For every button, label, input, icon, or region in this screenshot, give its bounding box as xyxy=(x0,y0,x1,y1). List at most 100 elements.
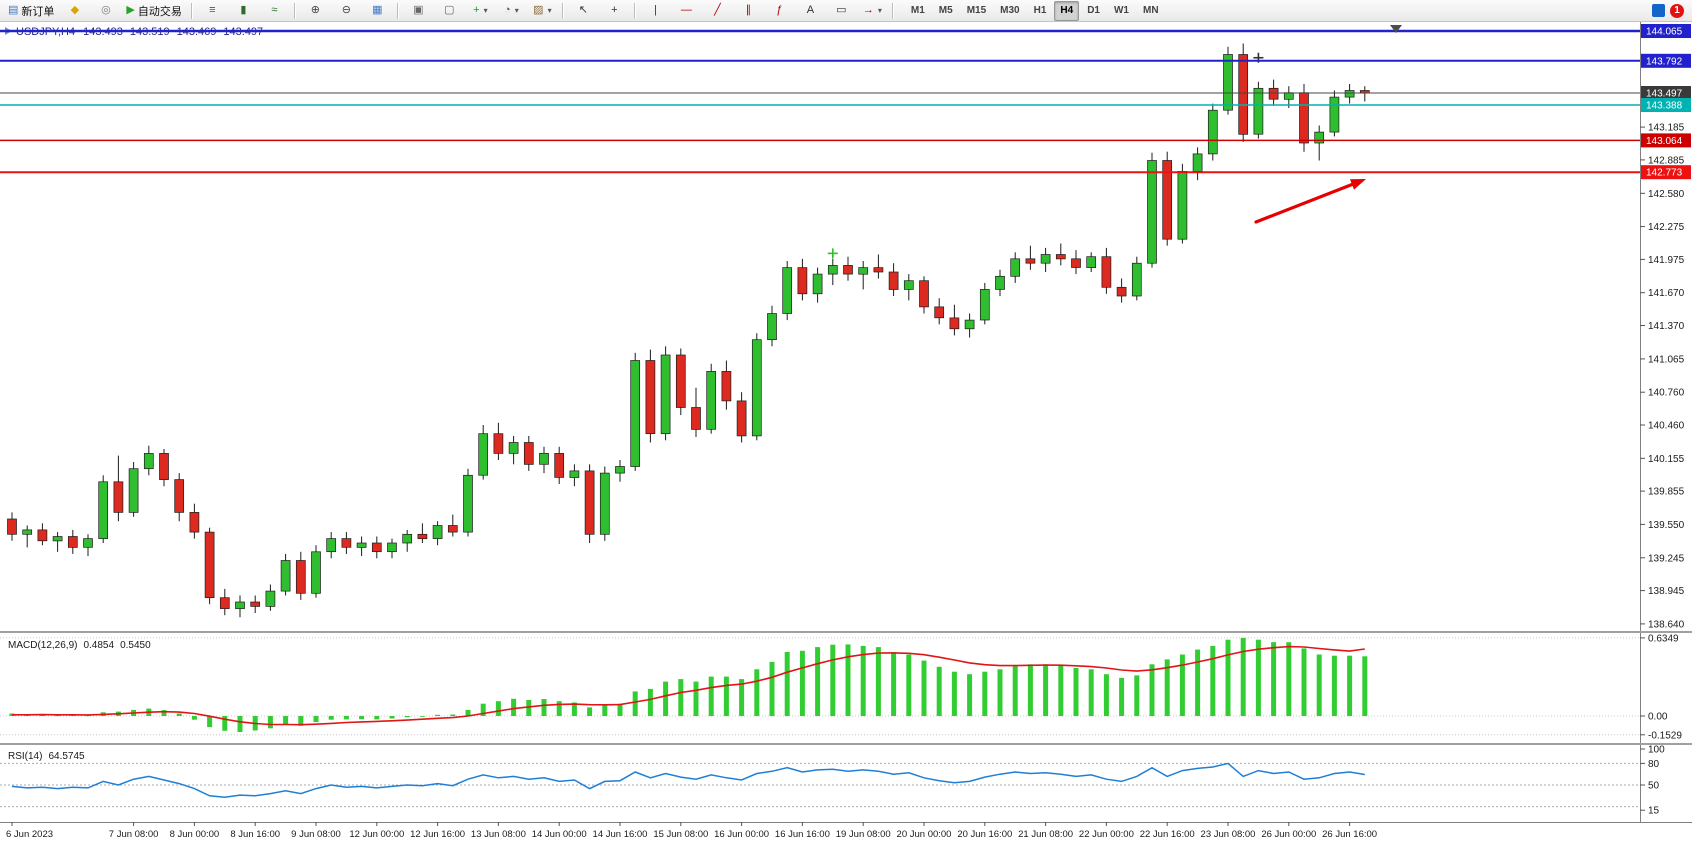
time-axis-label: 16 Jun 00:00 xyxy=(714,829,769,840)
timeframe-h1-button[interactable]: H1 xyxy=(1033,5,1047,16)
panel-separator[interactable] xyxy=(0,631,1692,633)
arrows-button[interactable]: → ▾ xyxy=(858,0,887,21)
macd-histogram-bar xyxy=(632,691,638,716)
timeframe-m15-button[interactable]: M15 xyxy=(966,5,987,16)
new-order-button[interactable]: ▤ 新订单 xyxy=(4,0,58,21)
macd-histogram-bar xyxy=(739,679,745,716)
candle-down xyxy=(584,470,595,535)
candle-up xyxy=(1131,262,1142,297)
arrow-tool-icon: → xyxy=(862,4,874,16)
templates-button[interactable]: ▨ ▾ xyxy=(528,0,557,21)
timeframe-m5-button[interactable]: M5 xyxy=(938,5,953,16)
rsi-panel[interactable] xyxy=(0,745,1640,822)
time-axis-label: 23 Jun 08:00 xyxy=(1201,829,1256,840)
line-chart-icon: ≈ xyxy=(271,4,278,16)
time-axis-label: 26 Jun 00:00 xyxy=(1261,829,1316,840)
price-badge-label: 142.773 xyxy=(1646,168,1683,179)
crosshair-button[interactable]: + xyxy=(600,0,629,21)
candle-up xyxy=(1207,109,1218,155)
timeframe-m30-button[interactable]: M30 xyxy=(1000,5,1020,16)
timeframe-d1-button[interactable]: D1 xyxy=(1087,5,1100,16)
autotrading-button[interactable]: ▶ 自动交易 xyxy=(122,0,185,21)
candle-up xyxy=(128,468,139,513)
price-axis-label: 142.885 xyxy=(1648,155,1685,166)
text-button[interactable]: A xyxy=(796,0,825,21)
price-axis[interactable] xyxy=(1640,22,1692,844)
macd-label: MACD(12,26,9) 0.4854 0.5450 xyxy=(8,640,151,651)
equidistant-channel-button[interactable]: ∥ xyxy=(734,0,763,21)
macd-histogram-bar xyxy=(1271,642,1277,716)
candle-down xyxy=(888,271,899,290)
bar-chart-button[interactable]: ≡ xyxy=(198,0,227,21)
price-axis-label: 142.275 xyxy=(1648,222,1685,233)
tile-windows-icon: ▦ xyxy=(372,4,383,16)
macd-histogram-bar xyxy=(891,652,897,716)
zoom-in-button[interactable]: ⊕ xyxy=(301,0,330,21)
time-axis[interactable] xyxy=(0,822,1692,844)
arrange-windows-button[interactable]: ▢ xyxy=(435,0,464,21)
timeframe-mn-button[interactable]: MN xyxy=(1142,5,1159,16)
line-chart-button[interactable]: ≈ xyxy=(260,0,289,21)
macd-histogram-bar xyxy=(647,688,653,716)
candle-up xyxy=(615,466,625,474)
price-badge xyxy=(1641,133,1691,148)
notification-badge[interactable]: 1 xyxy=(1670,3,1684,18)
candle-down xyxy=(1162,160,1173,240)
timeframe-m1-button[interactable]: M1 xyxy=(910,5,925,16)
time-axis-label: 22 Jun 00:00 xyxy=(1079,829,1134,840)
macd-histogram-bar xyxy=(419,716,425,717)
macd-histogram-bar xyxy=(1149,664,1155,716)
chat-icon[interactable] xyxy=(1652,4,1665,17)
cursor-button[interactable]: ↖ xyxy=(569,0,598,21)
macd-histogram-bar xyxy=(450,714,456,716)
zoom-out-button[interactable]: ⊖ xyxy=(332,0,361,21)
indicators-button[interactable]: + ▾ xyxy=(466,0,495,21)
trend-arrow-head[interactable] xyxy=(1350,179,1366,190)
trendline-button[interactable]: ╱ xyxy=(703,0,732,21)
macd-histogram-bar xyxy=(1073,668,1079,716)
cascade-windows-icon: ▣ xyxy=(413,4,424,16)
trend-arrow-annotation[interactable] xyxy=(1254,182,1354,224)
panel-separator[interactable] xyxy=(0,743,1692,745)
macd-histogram-bar xyxy=(602,704,608,716)
macd-histogram-bar xyxy=(495,701,501,716)
macd-histogram-bar xyxy=(815,647,821,716)
timeframe-h4-button[interactable]: H4 xyxy=(1054,0,1080,21)
macd-histogram-bar xyxy=(313,716,319,723)
rsi-axis-label: 80 xyxy=(1648,759,1660,770)
channel-icon: ∥ xyxy=(745,4,752,16)
fibonacci-button[interactable]: ƒ xyxy=(765,0,794,21)
candle-up xyxy=(812,273,823,295)
rsi-axis-label: 50 xyxy=(1648,781,1660,792)
timeframe-w1-button[interactable]: W1 xyxy=(1113,5,1129,16)
macd-histogram-bar xyxy=(678,679,684,716)
tile-windows-button[interactable]: ▦ xyxy=(363,0,392,21)
candlestick-chart-button[interactable]: ▮ xyxy=(229,0,258,21)
macd-histogram-bar xyxy=(465,709,471,716)
text-label-button[interactable]: ▭ xyxy=(827,0,856,21)
macd-histogram-bar xyxy=(1043,664,1049,716)
time-axis-label: 6 Jun 2023 xyxy=(6,829,53,840)
new-chart-button[interactable]: ◆ xyxy=(60,0,89,21)
periods-button[interactable]: ◔ ▾ xyxy=(497,0,526,21)
candle-down xyxy=(7,518,17,535)
candle-up xyxy=(478,433,489,476)
time-axis-label: 9 Jun 08:00 xyxy=(291,829,341,840)
horizontal-line-button[interactable]: — xyxy=(672,0,701,21)
cascade-windows-button[interactable]: ▣ xyxy=(404,0,433,21)
chart-window[interactable]: 143.185 142.885 142.580 142.275 141.975 141.6… xyxy=(0,22,1692,844)
price-badge xyxy=(1641,165,1691,180)
main-chart-plot[interactable] xyxy=(0,22,1640,631)
candle-up xyxy=(1314,131,1325,144)
candle-up xyxy=(827,265,838,275)
macd-histogram-bar xyxy=(176,713,182,716)
profiles-button[interactable]: ◎ xyxy=(91,0,120,21)
vertical-line-button[interactable]: | xyxy=(641,0,670,21)
rsi-label: RSI(14) 64.5745 xyxy=(8,751,85,762)
chart-shift-marker[interactable] xyxy=(1390,25,1402,33)
candle-up xyxy=(143,453,154,470)
price-badge-label: 143.064 xyxy=(1646,136,1683,147)
macd-histogram-bar xyxy=(55,715,61,717)
macd-histogram-bar xyxy=(1027,664,1033,716)
macd-histogram-bar xyxy=(1286,642,1292,716)
